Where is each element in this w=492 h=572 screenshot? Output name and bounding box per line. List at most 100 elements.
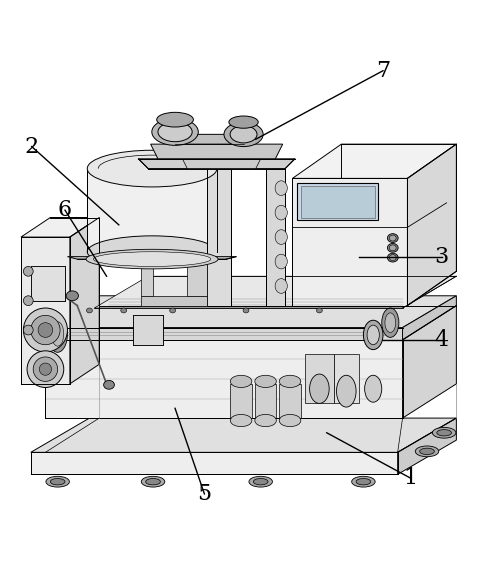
Polygon shape bbox=[21, 237, 70, 384]
Ellipse shape bbox=[382, 308, 399, 337]
Polygon shape bbox=[173, 134, 246, 144]
Ellipse shape bbox=[389, 235, 396, 241]
Polygon shape bbox=[45, 296, 457, 328]
Ellipse shape bbox=[38, 323, 53, 337]
Ellipse shape bbox=[387, 253, 398, 262]
Ellipse shape bbox=[157, 112, 193, 127]
Ellipse shape bbox=[275, 181, 287, 196]
Polygon shape bbox=[255, 384, 277, 418]
Ellipse shape bbox=[48, 316, 67, 352]
Polygon shape bbox=[266, 169, 285, 305]
Ellipse shape bbox=[229, 116, 258, 128]
Ellipse shape bbox=[87, 236, 217, 268]
Polygon shape bbox=[292, 178, 407, 305]
Text: 1: 1 bbox=[403, 467, 417, 489]
Text: 3: 3 bbox=[434, 245, 449, 268]
Ellipse shape bbox=[121, 308, 126, 313]
Polygon shape bbox=[402, 305, 457, 418]
Polygon shape bbox=[334, 355, 359, 403]
Ellipse shape bbox=[230, 415, 252, 427]
Polygon shape bbox=[187, 259, 207, 296]
Ellipse shape bbox=[87, 150, 217, 187]
Ellipse shape bbox=[24, 267, 33, 276]
Polygon shape bbox=[207, 169, 231, 305]
Ellipse shape bbox=[31, 315, 60, 345]
Polygon shape bbox=[407, 144, 457, 305]
Ellipse shape bbox=[275, 254, 287, 269]
FancyBboxPatch shape bbox=[301, 186, 375, 217]
Ellipse shape bbox=[146, 479, 160, 485]
Polygon shape bbox=[151, 144, 283, 159]
Ellipse shape bbox=[279, 415, 301, 427]
Ellipse shape bbox=[46, 476, 69, 487]
Ellipse shape bbox=[243, 308, 249, 313]
Polygon shape bbox=[45, 340, 402, 418]
Polygon shape bbox=[305, 355, 334, 403]
Polygon shape bbox=[31, 452, 398, 474]
Ellipse shape bbox=[420, 448, 434, 455]
Ellipse shape bbox=[224, 122, 263, 146]
Polygon shape bbox=[138, 159, 295, 169]
Ellipse shape bbox=[24, 296, 33, 305]
FancyBboxPatch shape bbox=[297, 183, 378, 220]
Text: 6: 6 bbox=[58, 199, 72, 221]
Ellipse shape bbox=[255, 375, 277, 387]
Ellipse shape bbox=[316, 308, 322, 313]
Ellipse shape bbox=[152, 118, 198, 145]
Text: 2: 2 bbox=[25, 136, 39, 157]
Ellipse shape bbox=[52, 321, 64, 346]
Ellipse shape bbox=[24, 308, 67, 352]
Ellipse shape bbox=[249, 476, 273, 487]
Ellipse shape bbox=[27, 351, 64, 387]
Ellipse shape bbox=[230, 126, 257, 143]
Ellipse shape bbox=[437, 430, 452, 436]
Ellipse shape bbox=[275, 205, 287, 220]
Ellipse shape bbox=[352, 476, 375, 487]
Polygon shape bbox=[141, 296, 207, 305]
Ellipse shape bbox=[255, 415, 277, 427]
Ellipse shape bbox=[39, 363, 52, 375]
Polygon shape bbox=[133, 315, 163, 345]
Ellipse shape bbox=[230, 375, 252, 387]
Ellipse shape bbox=[385, 313, 396, 332]
Ellipse shape bbox=[275, 279, 287, 293]
Polygon shape bbox=[31, 418, 457, 452]
Polygon shape bbox=[21, 217, 99, 237]
Ellipse shape bbox=[141, 476, 165, 487]
Ellipse shape bbox=[86, 249, 218, 269]
Ellipse shape bbox=[432, 427, 456, 438]
Polygon shape bbox=[292, 144, 457, 178]
Ellipse shape bbox=[66, 291, 78, 301]
Polygon shape bbox=[402, 296, 457, 340]
Ellipse shape bbox=[279, 375, 301, 387]
Ellipse shape bbox=[364, 320, 383, 349]
Polygon shape bbox=[183, 159, 261, 169]
Ellipse shape bbox=[87, 308, 92, 313]
Text: 4: 4 bbox=[434, 329, 449, 351]
Text: 5: 5 bbox=[197, 483, 212, 505]
Polygon shape bbox=[45, 328, 402, 340]
Ellipse shape bbox=[389, 245, 396, 251]
Ellipse shape bbox=[50, 479, 65, 485]
Ellipse shape bbox=[170, 308, 176, 313]
Ellipse shape bbox=[389, 255, 396, 261]
Ellipse shape bbox=[387, 233, 398, 243]
Ellipse shape bbox=[356, 479, 371, 485]
Polygon shape bbox=[398, 418, 457, 474]
Polygon shape bbox=[31, 267, 65, 301]
Polygon shape bbox=[230, 384, 252, 418]
Ellipse shape bbox=[158, 122, 192, 142]
Polygon shape bbox=[67, 257, 236, 259]
Ellipse shape bbox=[309, 374, 329, 403]
Polygon shape bbox=[45, 305, 457, 340]
Ellipse shape bbox=[365, 375, 382, 402]
Text: 7: 7 bbox=[376, 59, 390, 82]
Polygon shape bbox=[70, 217, 99, 384]
Polygon shape bbox=[279, 384, 301, 418]
Ellipse shape bbox=[253, 479, 268, 485]
Ellipse shape bbox=[33, 357, 58, 382]
Ellipse shape bbox=[24, 325, 33, 335]
Ellipse shape bbox=[93, 252, 211, 267]
Ellipse shape bbox=[387, 244, 398, 252]
Polygon shape bbox=[94, 276, 457, 308]
